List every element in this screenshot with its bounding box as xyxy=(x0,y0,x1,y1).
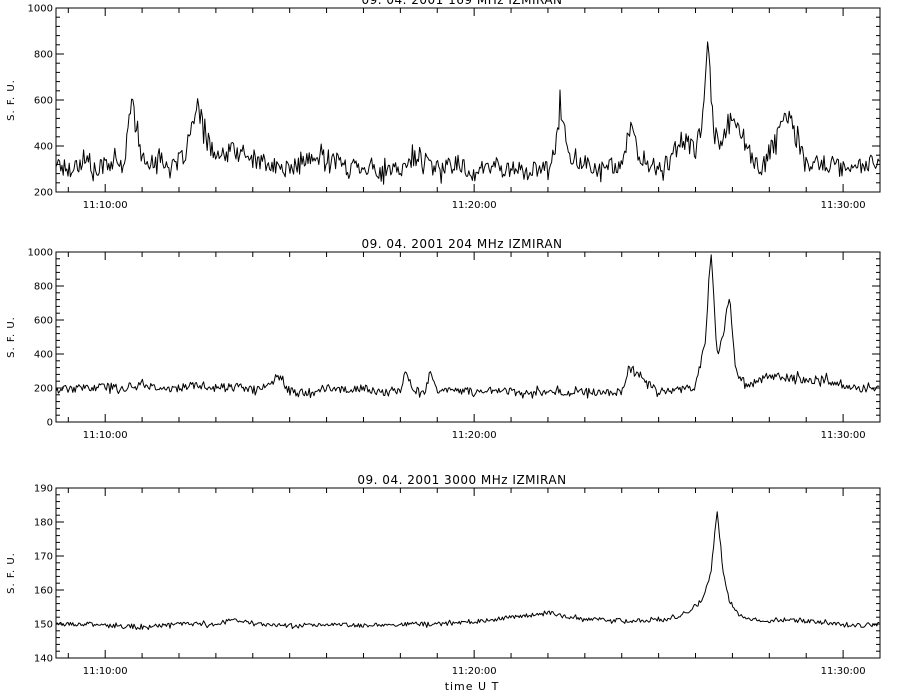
chart-title: 09. 04. 2001 204 MHz IZMIRAN xyxy=(361,237,562,251)
x-tick-label: 11:20:00 xyxy=(452,666,497,677)
y-tick-label: 0 xyxy=(47,418,53,429)
y-tick-label: 1000 xyxy=(28,4,53,15)
y-tick-label: 800 xyxy=(34,50,53,61)
plot-frame xyxy=(55,7,881,193)
y-tick-label: 400 xyxy=(34,142,53,153)
y-tick-label: 200 xyxy=(34,384,53,395)
y-tick-label: 160 xyxy=(34,586,53,597)
chart-title: 09. 04. 2001 169 MHz IZMIRAN xyxy=(361,0,562,7)
x-tick-label: 11:20:00 xyxy=(452,430,497,441)
y-tick-label: 180 xyxy=(34,518,53,529)
y-tick-label: 190 xyxy=(34,484,53,495)
x-tick-label: 11:20:00 xyxy=(452,200,497,211)
flux-series-line xyxy=(55,41,880,185)
x-tick-label: 11:30:00 xyxy=(821,430,866,441)
x-tick-label: 11:10:00 xyxy=(83,200,128,211)
y-tick-label: 400 xyxy=(34,350,53,361)
y-tick-label: 170 xyxy=(34,552,53,563)
plot-frame xyxy=(55,487,881,659)
y-tick-label: 600 xyxy=(34,316,53,327)
flux-series-line xyxy=(55,511,880,630)
y-tick-label: 150 xyxy=(34,620,53,631)
flux-series-line xyxy=(55,254,880,399)
y-tick-label: 200 xyxy=(34,188,53,199)
y-axis-label: S. F. U. xyxy=(6,552,17,594)
chart-title: 09. 04. 2001 3000 MHz IZMIRAN xyxy=(357,473,566,487)
x-tick-label: 11:30:00 xyxy=(821,200,866,211)
x-tick-label: 11:10:00 xyxy=(83,430,128,441)
y-tick-label: 600 xyxy=(34,96,53,107)
y-tick-label: 1000 xyxy=(28,248,53,259)
y-axis-label: S. F. U. xyxy=(6,79,17,121)
plot-frame xyxy=(55,251,881,423)
y-tick-label: 140 xyxy=(34,654,53,665)
x-tick-label: 11:30:00 xyxy=(821,666,866,677)
y-tick-label: 800 xyxy=(34,282,53,293)
x-axis-label: time U T xyxy=(445,680,500,693)
x-tick-label: 11:10:00 xyxy=(83,666,128,677)
y-axis-label: S. F. U. xyxy=(6,316,17,358)
